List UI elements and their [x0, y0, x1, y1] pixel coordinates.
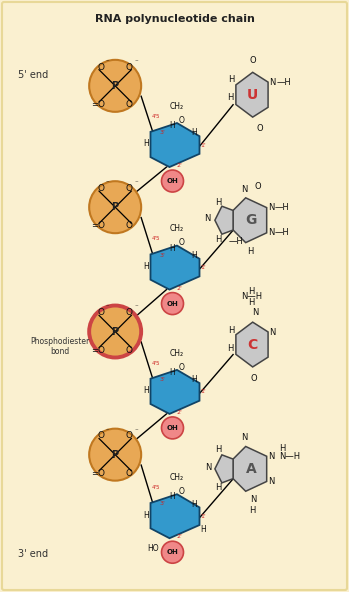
- Text: N: N: [268, 203, 274, 212]
- Text: O: O: [97, 308, 104, 317]
- Text: H: H: [143, 511, 149, 520]
- Text: 4'5: 4'5: [151, 114, 160, 118]
- Text: 1': 1': [200, 514, 206, 519]
- Text: OH: OH: [166, 178, 178, 184]
- Text: =: =: [91, 346, 98, 355]
- Text: 4'5: 4'5: [151, 485, 160, 490]
- Ellipse shape: [89, 181, 141, 233]
- Text: O: O: [126, 63, 133, 72]
- Text: ⁻: ⁻: [135, 181, 138, 186]
- Text: =: =: [91, 221, 98, 230]
- Text: H: H: [215, 445, 222, 454]
- Text: H: H: [215, 235, 222, 244]
- Text: P: P: [112, 202, 119, 212]
- Text: O: O: [97, 63, 104, 72]
- Text: N: N: [250, 496, 257, 504]
- Circle shape: [162, 541, 184, 563]
- Text: O: O: [97, 469, 104, 478]
- Text: OH: OH: [166, 549, 178, 555]
- Ellipse shape: [89, 305, 141, 358]
- Text: ⁻: ⁻: [135, 59, 138, 65]
- Text: —H: —H: [276, 78, 291, 86]
- Polygon shape: [236, 72, 268, 117]
- Text: N: N: [269, 329, 276, 337]
- Text: O: O: [126, 184, 133, 193]
- Text: U: U: [247, 88, 258, 102]
- Text: ⁻: ⁻: [135, 305, 138, 311]
- Text: ⁻: ⁻: [106, 428, 110, 434]
- Text: O: O: [126, 469, 133, 478]
- Text: 2': 2': [177, 410, 183, 415]
- Text: 3': 3': [159, 253, 165, 258]
- Text: —H: —H: [275, 229, 290, 237]
- Text: 3': 3': [159, 377, 165, 382]
- Text: 4'5: 4'5: [151, 236, 160, 241]
- Text: RNA polynucleotide chain: RNA polynucleotide chain: [95, 14, 254, 24]
- Text: H: H: [248, 287, 254, 295]
- Text: H: H: [169, 368, 175, 377]
- Polygon shape: [233, 446, 267, 491]
- Text: ⁻: ⁻: [135, 428, 138, 434]
- Text: H: H: [215, 198, 222, 207]
- Text: N: N: [205, 463, 211, 472]
- Text: H: H: [247, 247, 253, 256]
- Text: 2': 2': [177, 285, 183, 291]
- Text: ⁻: ⁻: [106, 305, 110, 311]
- Text: CH₂: CH₂: [169, 102, 184, 111]
- Text: N: N: [268, 452, 274, 461]
- Text: 1': 1': [200, 143, 206, 147]
- Ellipse shape: [89, 60, 141, 112]
- Text: A: A: [246, 462, 257, 476]
- Text: N—H: N—H: [241, 292, 262, 301]
- Text: =: =: [91, 100, 98, 109]
- Text: ⁻: ⁻: [106, 59, 110, 65]
- Text: N: N: [241, 185, 247, 194]
- Polygon shape: [150, 123, 200, 167]
- Text: N: N: [268, 229, 274, 237]
- Text: 5' end: 5' end: [18, 70, 48, 80]
- Text: H: H: [169, 121, 175, 130]
- Text: H: H: [200, 525, 206, 534]
- Text: P: P: [112, 327, 119, 336]
- Text: O: O: [257, 124, 263, 133]
- Text: H: H: [143, 262, 149, 271]
- Text: H: H: [228, 326, 235, 335]
- Text: H: H: [250, 506, 256, 515]
- Text: N: N: [241, 433, 247, 442]
- Text: H: H: [191, 128, 197, 137]
- Text: CH₂: CH₂: [169, 224, 184, 233]
- Text: OH: OH: [166, 425, 178, 431]
- Text: H: H: [143, 140, 149, 149]
- Polygon shape: [215, 455, 233, 483]
- Text: O: O: [126, 308, 133, 317]
- Text: P: P: [112, 81, 119, 91]
- Text: OH: OH: [166, 301, 178, 307]
- Text: H: H: [279, 444, 285, 453]
- Text: O: O: [251, 374, 258, 383]
- Polygon shape: [150, 494, 200, 538]
- Text: O: O: [179, 239, 185, 247]
- Text: H: H: [169, 244, 175, 253]
- Text: 2': 2': [177, 163, 183, 168]
- Text: HO: HO: [148, 543, 159, 553]
- Text: N: N: [268, 477, 274, 486]
- Text: N: N: [204, 214, 211, 223]
- Polygon shape: [150, 370, 200, 414]
- Text: =: =: [91, 469, 98, 478]
- Circle shape: [162, 417, 184, 439]
- Text: N: N: [269, 78, 276, 86]
- Text: O: O: [179, 116, 185, 125]
- Text: CH₂: CH₂: [169, 349, 184, 358]
- Text: O: O: [97, 346, 104, 355]
- Text: N—H: N—H: [279, 452, 300, 461]
- Text: H: H: [248, 298, 254, 307]
- Text: 3': 3': [159, 130, 165, 135]
- Text: O: O: [97, 184, 104, 193]
- Text: H: H: [169, 493, 175, 501]
- Text: H: H: [191, 500, 197, 509]
- Polygon shape: [150, 246, 200, 289]
- Text: O: O: [250, 56, 256, 65]
- Text: N: N: [252, 308, 259, 317]
- Text: O: O: [255, 182, 262, 191]
